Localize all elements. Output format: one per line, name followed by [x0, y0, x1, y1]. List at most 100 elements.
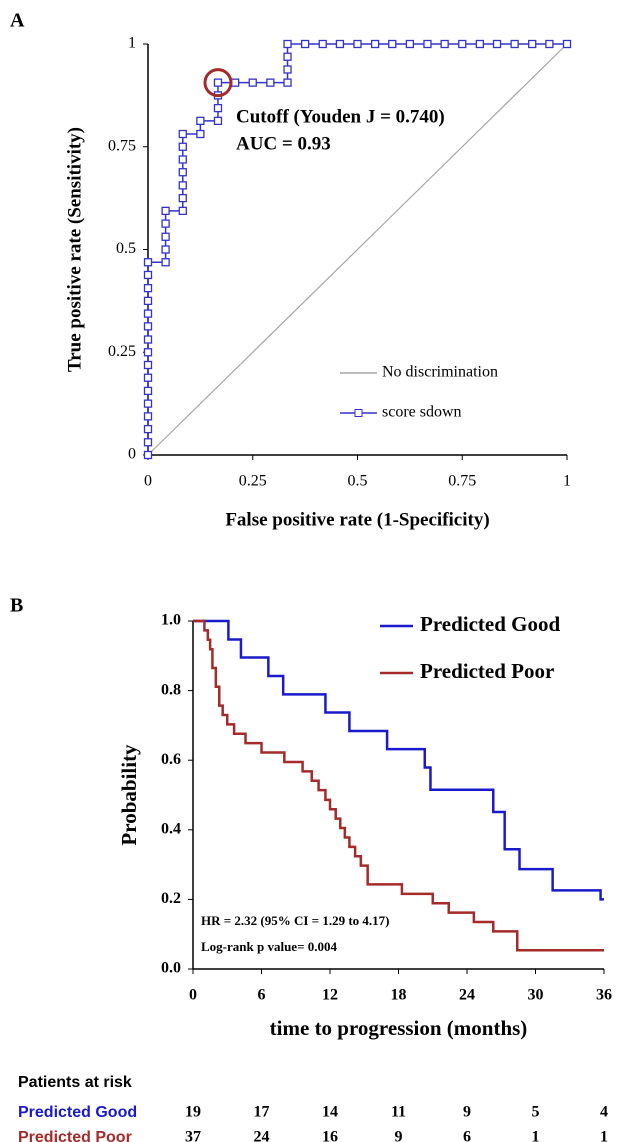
- point-marker: [248, 78, 257, 87]
- x-axis-label: False positive rate (1-Specificity): [225, 509, 489, 530]
- risk-count: 5: [532, 1104, 540, 1121]
- point-marker: [143, 360, 153, 370]
- point-marker: [161, 258, 170, 267]
- risk-count: 1: [532, 1129, 540, 1142]
- x-tick-label: 36: [596, 987, 612, 1004]
- series-line: [147, 43, 568, 456]
- y-tick-label: 0.2: [161, 890, 181, 907]
- point-marker: [178, 206, 187, 216]
- y-tick-label: 0.0: [161, 960, 181, 977]
- y-tick-label: 0: [128, 446, 136, 463]
- cutoff-circle: [203, 68, 233, 98]
- point-marker: [353, 39, 362, 49]
- y-tick-label: 0.6: [161, 751, 181, 768]
- y-tick-label: 0.4: [161, 820, 181, 837]
- point-marker: [178, 142, 187, 151]
- point-marker: [143, 424, 153, 434]
- risk-count: 9: [395, 1129, 403, 1142]
- y-tick-label: 0.8: [161, 681, 181, 698]
- legend-label: score sdown: [382, 404, 462, 421]
- point-marker: [266, 78, 275, 87]
- point-marker: [545, 39, 554, 49]
- point-marker: [178, 181, 187, 190]
- risk-count: 17: [254, 1104, 270, 1121]
- point-marker: [283, 39, 292, 49]
- point-marker: [213, 103, 223, 113]
- point-marker: [196, 129, 205, 139]
- y-tick-label: 1.0: [161, 612, 181, 629]
- panel-label: A: [10, 10, 25, 32]
- point-marker: [213, 78, 223, 87]
- annotation: AUC = 0.93: [236, 133, 331, 154]
- annotation: HR = 2.32 (95% CI = 1.29 to 4.17): [201, 913, 390, 928]
- point-marker: [283, 65, 292, 74]
- legend-label: No discrimination: [382, 364, 498, 381]
- point-marker: [143, 309, 153, 318]
- point-marker: [143, 386, 153, 396]
- point-marker: [161, 206, 170, 216]
- y-tick-label: 0.25: [108, 343, 136, 360]
- risk-count: 37: [185, 1129, 201, 1142]
- point-marker: [143, 450, 153, 460]
- y-tick-label: 0.75: [108, 137, 136, 154]
- point-marker: [300, 39, 310, 49]
- point-marker: [143, 283, 153, 293]
- x-tick-label: 0: [189, 987, 197, 1004]
- point-marker: [196, 116, 205, 126]
- point-marker: [213, 116, 223, 126]
- risk-count: 14: [322, 1104, 338, 1121]
- x-tick-label: 30: [528, 987, 544, 1004]
- point-marker: [161, 219, 170, 228]
- point-marker: [492, 39, 502, 49]
- point-marker: [143, 296, 153, 306]
- risk-count: 4: [600, 1104, 608, 1121]
- y-axis-label: Probability: [117, 744, 141, 846]
- point-marker: [161, 232, 170, 241]
- point-marker: [440, 39, 449, 49]
- panel-label: B: [10, 595, 23, 617]
- x-axis-label: time to progression (months): [270, 1016, 528, 1040]
- point-marker: [405, 39, 415, 49]
- risk-row-name: Predicted Poor: [18, 1129, 132, 1142]
- point-marker: [458, 39, 467, 49]
- legend-label: Predicted Poor: [420, 659, 554, 683]
- risk-count: 9: [463, 1104, 471, 1121]
- point-marker: [528, 39, 537, 49]
- point-marker: [231, 78, 240, 87]
- x-tick-label: 0.5: [348, 473, 368, 490]
- legend-label: Predicted Good: [420, 612, 561, 636]
- risk-row-name: Predicted Good: [18, 1104, 137, 1121]
- survival-curve: [193, 619, 604, 901]
- y-tick-label: 0.5: [116, 240, 136, 257]
- risk-count: 1: [600, 1129, 608, 1142]
- point-marker: [143, 412, 153, 421]
- x-tick-label: 0.75: [448, 473, 476, 490]
- point-marker: [143, 335, 153, 344]
- point-marker: [143, 322, 153, 331]
- point-marker: [143, 270, 153, 280]
- point-marker: [475, 39, 484, 49]
- point-marker: [178, 129, 187, 139]
- x-tick-label: 0.25: [239, 473, 267, 490]
- point-marker: [143, 438, 153, 447]
- legend-marker: [354, 409, 363, 417]
- x-tick-label: 24: [459, 987, 475, 1004]
- survival-curve: [193, 619, 604, 952]
- x-tick-label: 6: [258, 987, 266, 1004]
- y-axis-label: True positive rate (Sensitivity): [64, 127, 85, 372]
- point-marker: [143, 348, 153, 357]
- point-marker: [318, 39, 327, 49]
- point-marker: [423, 39, 432, 49]
- point-marker: [178, 168, 187, 177]
- x-tick-label: 0: [144, 473, 152, 490]
- risk-table-title: Patients at risk: [18, 1074, 132, 1091]
- point-marker: [143, 399, 153, 408]
- risk-count: 24: [254, 1129, 270, 1142]
- point-marker: [510, 39, 519, 49]
- x-tick-label: 1: [563, 473, 571, 490]
- y-tick-label: 1: [128, 35, 136, 52]
- risk-count: 19: [185, 1104, 201, 1121]
- point-marker: [161, 245, 170, 254]
